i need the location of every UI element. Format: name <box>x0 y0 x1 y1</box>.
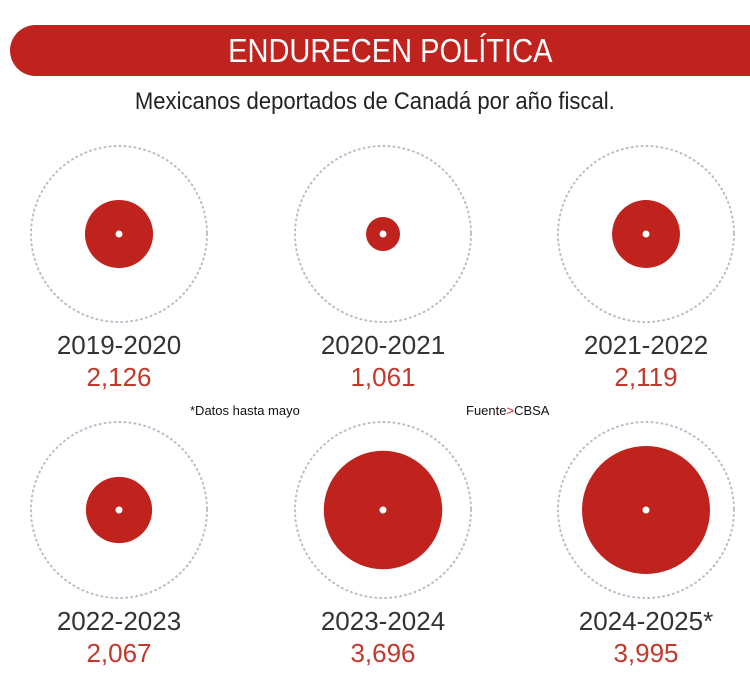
year-label: 2020-2021 <box>320 330 446 360</box>
value-label: 2,067 <box>86 638 152 668</box>
bubble-center-dot <box>115 230 123 238</box>
guide-ring <box>557 145 735 323</box>
chart-subtitle: Mexicanos deportados de Canadá por año f… <box>135 88 615 115</box>
chart-title: ENDURECEN POLÍTICA <box>227 32 553 69</box>
year-label: 2021-2022 <box>583 330 709 360</box>
footnote: *Datos hasta mayo <box>190 403 300 418</box>
guide-ring <box>294 421 472 599</box>
bubble-center-dot <box>379 230 387 238</box>
source-arrow-icon: > <box>506 403 515 418</box>
year-label: 2019-2020 <box>56 330 182 360</box>
value-label: 2,119 <box>614 362 678 392</box>
value-label: 3,696 <box>350 638 416 668</box>
value-label: 2,126 <box>86 362 152 392</box>
year-label: 2022-2023 <box>56 606 182 636</box>
guide-ring <box>30 145 208 323</box>
guide-ring <box>294 145 472 323</box>
bubble-center-dot <box>642 230 650 238</box>
bubble-center-dot <box>115 506 123 514</box>
source-note: Fuente>CBSA <box>466 403 550 418</box>
title-banner: ENDURECEN POLÍTICA <box>10 25 750 76</box>
guide-ring <box>30 421 208 599</box>
bubble-center-dot <box>642 506 650 514</box>
value-label: 3,995 <box>613 638 679 668</box>
guide-ring <box>557 421 735 599</box>
year-label: 2024-2025* <box>578 606 714 636</box>
value-label: 1,061 <box>350 362 416 392</box>
bubble-center-dot <box>379 506 387 514</box>
year-label: 2023-2024 <box>320 606 446 636</box>
